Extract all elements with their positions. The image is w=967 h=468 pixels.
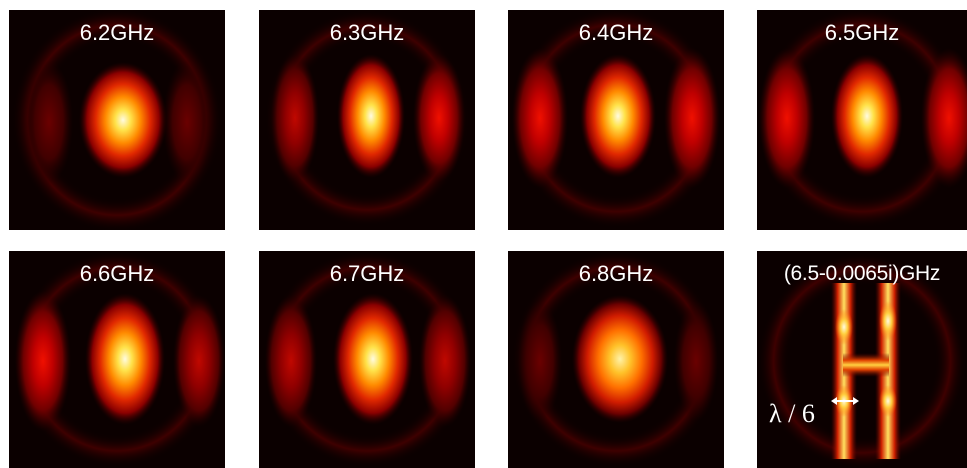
field-map-2: [265, 10, 469, 226]
wavelength-annotation: λ / 6: [769, 399, 815, 428]
frequency-label: (6.5-0.0065i)GHz: [783, 262, 941, 285]
field-map-5: [13, 251, 225, 467]
field-map-panel-4: 6.5GHz: [757, 10, 967, 230]
field-map-panel-6: 6.7GHz: [259, 251, 475, 468]
cross-bar: [843, 353, 889, 377]
field-map-panel-7: 6.8GHz: [508, 251, 724, 468]
frequency-label: 6.6GHz: [79, 261, 155, 286]
field-map-8: [758, 253, 966, 468]
field-map-panel-2: 6.3GHz: [259, 10, 475, 230]
frequency-label: 6.8GHz: [578, 261, 654, 286]
frequency-label: 6.7GHz: [329, 261, 405, 286]
frequency-label: 6.5GHz: [824, 20, 900, 45]
field-map-7: [512, 251, 720, 467]
field-map-panel-3: 6.4GHz: [508, 10, 724, 230]
double-headed-arrow-icon: [831, 397, 859, 405]
frequency-label: 6.2GHz: [79, 20, 155, 45]
field-map-panel-1: 6.2GHz: [9, 10, 225, 230]
field-map-panel-8: (6.5-0.0065i)GHz λ / 6: [757, 251, 967, 468]
field-map-1: [12, 10, 222, 230]
field-map-6: [263, 251, 471, 467]
field-map-3: [512, 10, 720, 228]
frequency-label: 6.3GHz: [329, 20, 405, 45]
field-map-panel-5: 6.6GHz: [9, 251, 225, 468]
frequency-label: 6.4GHz: [578, 20, 654, 45]
field-map-4: [758, 10, 967, 228]
